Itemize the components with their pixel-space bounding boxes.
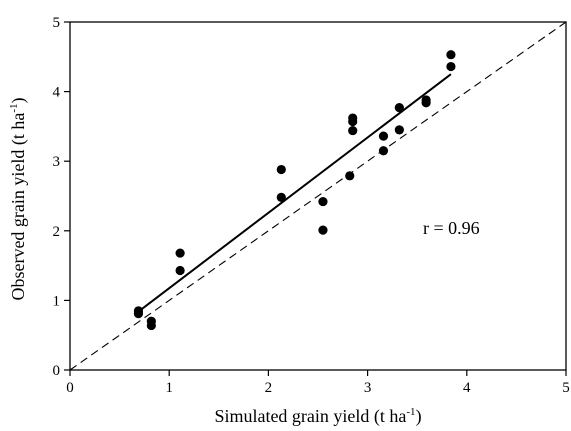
data-point: [276, 192, 286, 202]
reference-line: [69, 21, 567, 371]
x-tick-label: 0: [66, 380, 74, 396]
data-points: [133, 50, 456, 331]
data-point: [378, 146, 389, 156]
x-axis-label: Simulated grain yield (t ha-1): [214, 406, 421, 427]
x-tick-label: 1: [165, 380, 173, 396]
data-point: [394, 125, 404, 135]
y-tick-label: 5: [53, 15, 61, 31]
data-point: [345, 171, 355, 181]
regression-line: [137, 73, 452, 313]
data-point: [378, 131, 389, 141]
data-point: [318, 225, 328, 235]
y-axis-label: Observed grain yield (t ha-1): [8, 97, 29, 300]
reference-line-group: [69, 21, 567, 371]
data-point: [348, 116, 358, 127]
x-tick-label: 3: [364, 380, 372, 396]
data-point: [175, 248, 185, 258]
y-tick-label: 3: [53, 154, 61, 170]
data-point: [146, 320, 156, 331]
data-point: [175, 265, 185, 276]
y-tick-label: 0: [53, 363, 61, 379]
x-tick-label: 4: [463, 380, 471, 396]
r-annotation: r = 0.96: [423, 218, 480, 238]
data-point: [446, 50, 456, 60]
data-point: [446, 61, 456, 72]
data-point: [318, 196, 328, 207]
y-axis-ticks: 0 1 2 3 4 5: [53, 15, 70, 379]
y-tick-label: 1: [53, 293, 61, 309]
y-tick-label: 2: [53, 224, 61, 240]
x-axis-ticks: 0 1 2 3 4 5: [66, 370, 570, 396]
data-point: [133, 309, 144, 319]
data-point: [348, 125, 358, 136]
plot-frame: [69, 21, 567, 371]
data-point: [394, 103, 404, 113]
data-point: [421, 98, 431, 108]
regression-line-group: [137, 73, 452, 313]
y-tick-label: 4: [53, 85, 61, 101]
data-point: [276, 164, 286, 175]
x-tick-label: 5: [562, 380, 570, 396]
x-tick-label: 2: [265, 380, 273, 396]
